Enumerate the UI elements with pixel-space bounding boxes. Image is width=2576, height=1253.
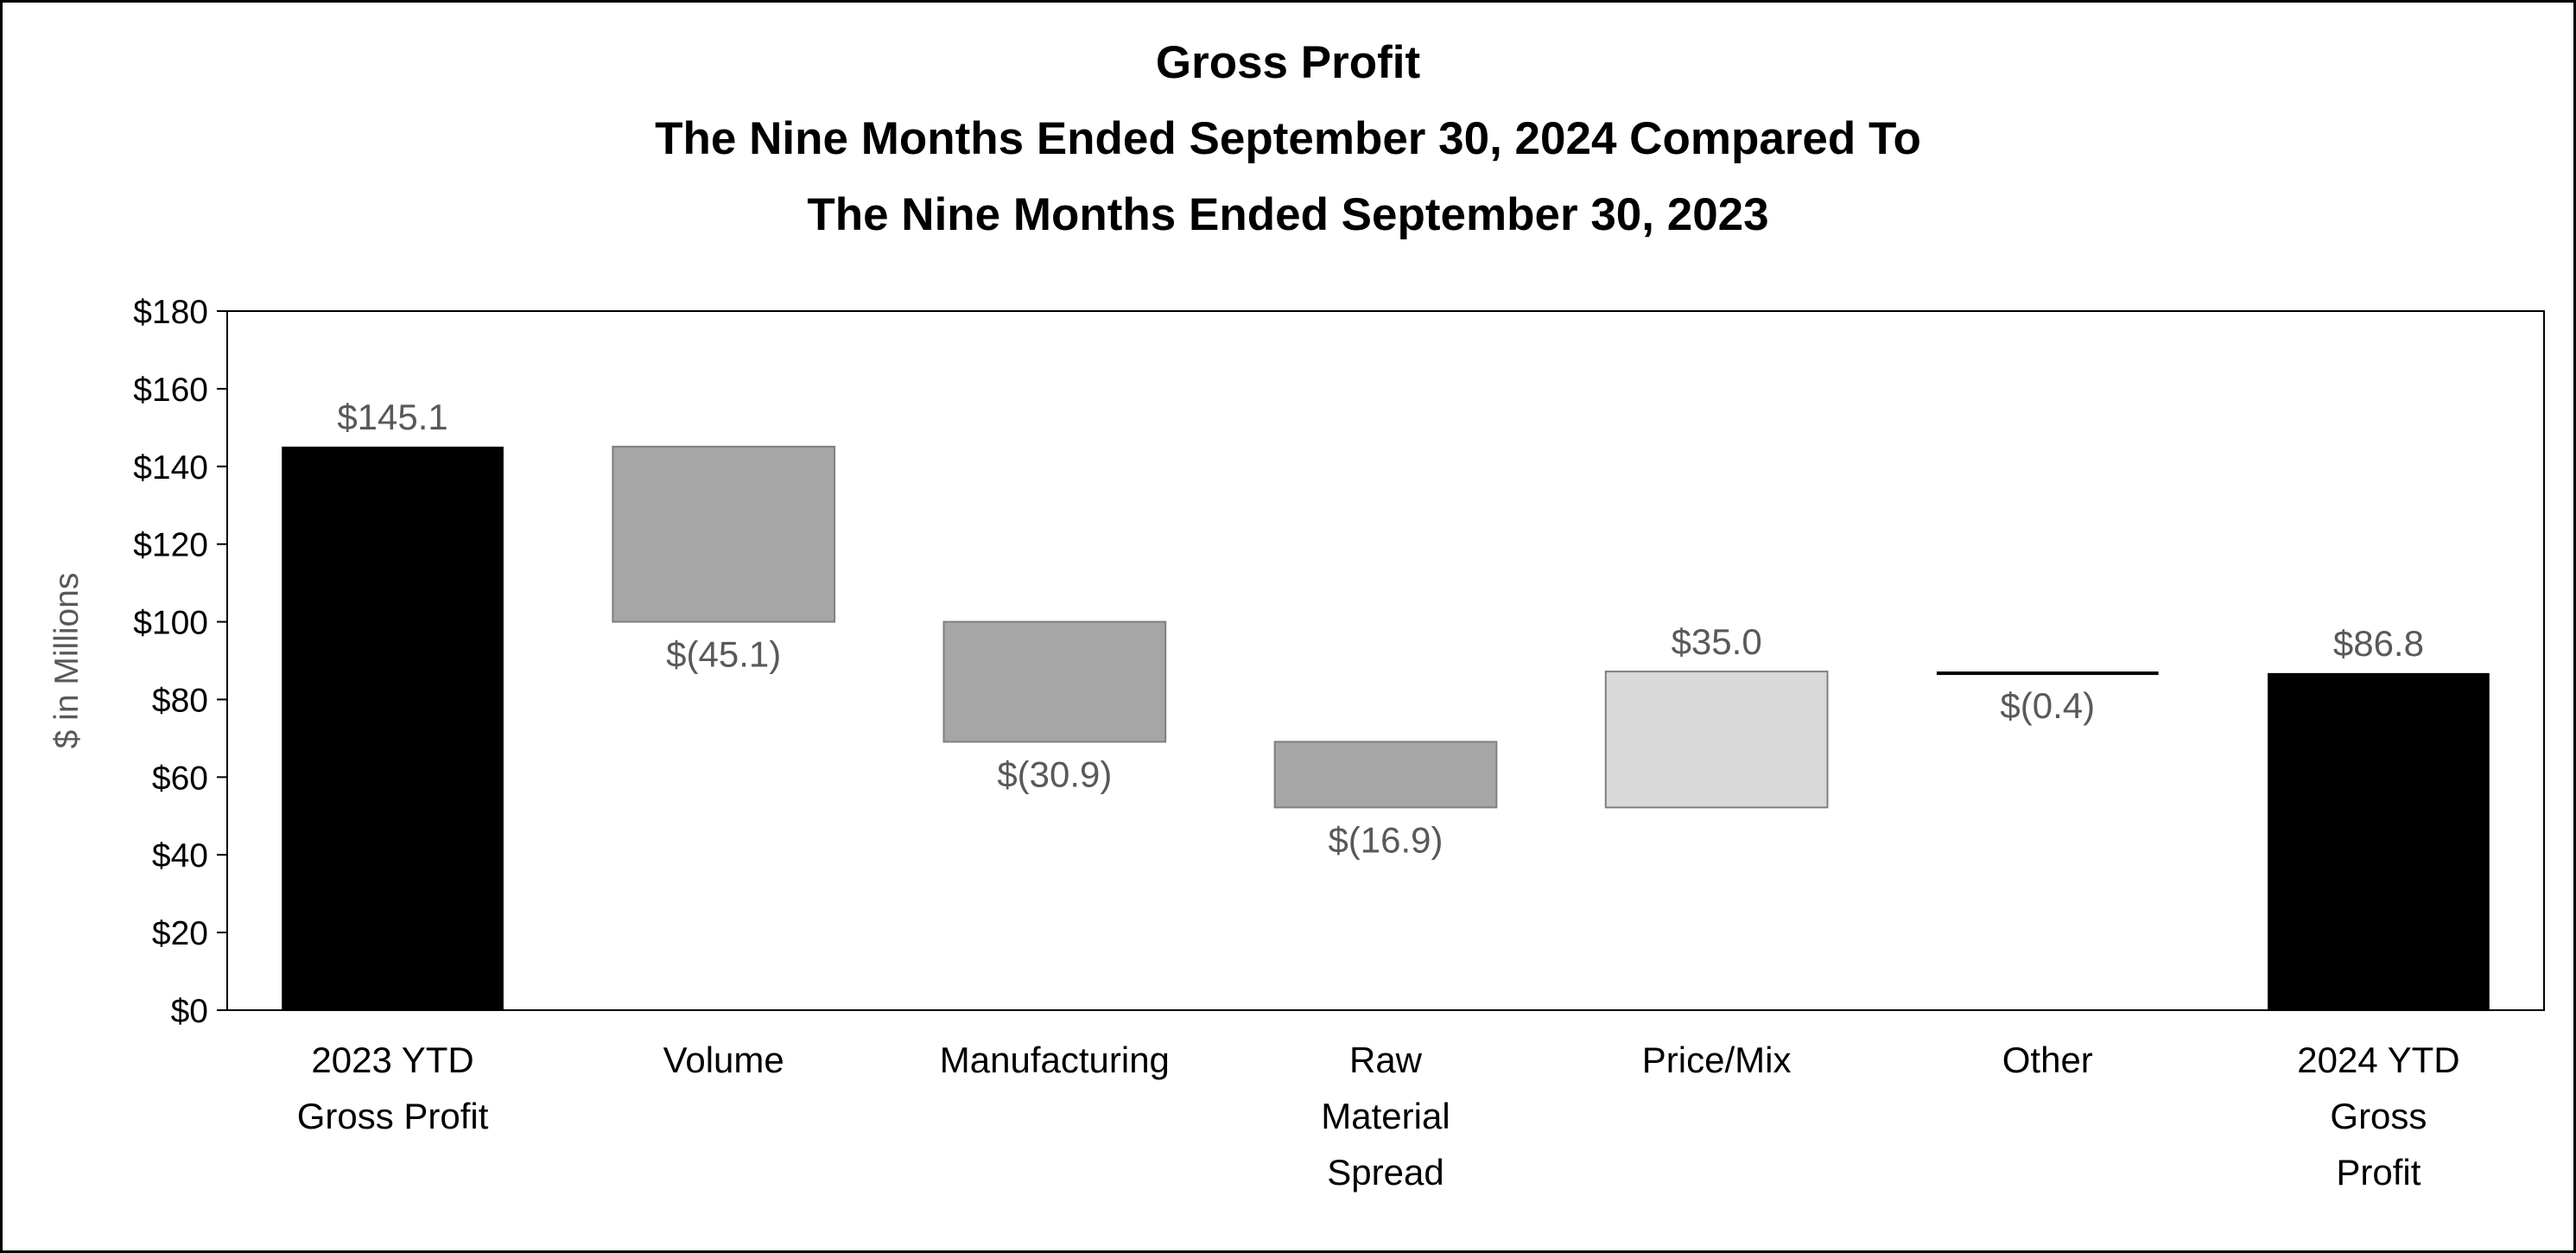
data-label: $(16.9): [1328, 819, 1443, 860]
y-axis-label: $ in Millions: [48, 573, 86, 749]
y-tick-label: $0: [171, 993, 208, 1030]
category-label: Price/Mix: [1642, 1040, 1792, 1080]
y-tick-label: $100: [133, 605, 208, 642]
y-axis-label-group: $ in Millions: [48, 573, 86, 749]
bar-manufacturing: [942, 620, 1167, 743]
y-tick-label: $160: [133, 372, 208, 409]
y-tick-label: $40: [152, 837, 208, 875]
y-axis-ticks: $0 $20 $40 $60 $80 $100 $120 $140 $160 $180: [133, 294, 227, 1030]
y-tick-label: $140: [133, 449, 208, 487]
bar-2024-ytd-gross-profit: [2268, 672, 2490, 1010]
bars-group: [282, 445, 2490, 1010]
category-label: Other: [2002, 1040, 2093, 1080]
category-label: Gross: [2330, 1096, 2427, 1136]
y-tick-label: $80: [152, 682, 208, 719]
plot-area: [226, 310, 2545, 1011]
chart-title-line-3: The Nine Months Ended September 30, 2023: [807, 189, 1769, 240]
bar-other: [1936, 671, 2159, 676]
bar-2023-ytd-gross-profit: [282, 446, 504, 1010]
category-label: Profit: [2336, 1152, 2421, 1193]
category-label: Spread: [1327, 1152, 1443, 1193]
category-labels: 2023 YTD Gross Profit Volume Manufacturing R…: [297, 1040, 2460, 1193]
bar-raw-material-spread: [1273, 741, 1498, 809]
data-labels: $145.1 $(45.1) $(30.9) $(16.9) $35.0 $(0.4) $8…: [337, 397, 2424, 861]
category-label: 2023 YTD: [311, 1040, 473, 1080]
waterfall-chart: $ in Millions $0 $20 $40 $60 $80 $100 $120 $140…: [48, 294, 2545, 1193]
y-tick-label: $180: [133, 294, 208, 331]
category-label: 2024 YTD: [2297, 1040, 2459, 1080]
category-label: Raw: [1349, 1040, 1423, 1080]
data-label: $(30.9): [997, 754, 1112, 794]
category-label: Volume: [663, 1040, 784, 1080]
y-tick-label: $120: [133, 527, 208, 564]
category-label: Material: [1321, 1096, 1450, 1136]
category-label: Gross Profit: [297, 1096, 489, 1136]
chart-title-line-2: The Nine Months Ended September 30, 2024…: [655, 113, 1921, 164]
chart-title-line-1: Gross Profit: [1155, 37, 1421, 88]
data-label: $86.8: [2333, 623, 2424, 664]
data-label: $35.0: [1672, 621, 1762, 662]
category-label: Manufacturing: [940, 1040, 1170, 1080]
y-tick-label: $60: [152, 760, 208, 797]
y-tick-label: $20: [152, 915, 208, 952]
bar-price-mix: [1604, 671, 1829, 809]
bar-volume: [612, 445, 836, 623]
data-label: $145.1: [337, 397, 447, 437]
data-label: $(45.1): [666, 634, 781, 675]
data-label: $(0.4): [2000, 685, 2095, 726]
